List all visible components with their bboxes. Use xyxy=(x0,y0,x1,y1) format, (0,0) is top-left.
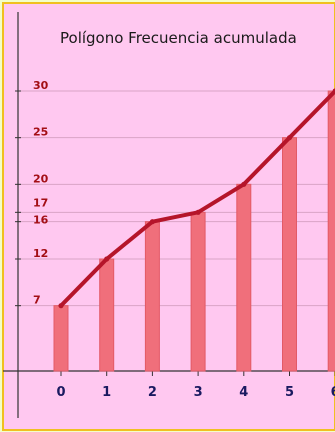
bars xyxy=(53,90,335,372)
x-tick-label-2: 2 xyxy=(148,385,157,400)
y-tick-label-16: 16 xyxy=(33,214,49,227)
polygon-point-2 xyxy=(149,219,155,225)
chart-title: Polígono Frecuencia acumulada xyxy=(60,29,297,47)
x-tick-labels: 0 1 2 3 4 5 6 xyxy=(56,385,335,400)
bar-1 xyxy=(99,258,115,372)
bar-5 xyxy=(282,137,297,372)
x-tick-label-6: 6 xyxy=(331,385,335,400)
y-tick-label-30: 30 xyxy=(33,79,49,92)
x-tick-label-1: 1 xyxy=(102,385,111,400)
bar-4 xyxy=(236,183,252,372)
y-tick-label-17: 17 xyxy=(33,196,48,209)
y-tick-label-7: 7 xyxy=(33,294,41,307)
polygon-point-0 xyxy=(58,303,64,309)
y-tick-label-20: 20 xyxy=(33,172,49,185)
y-tick-label-12: 12 xyxy=(33,247,48,260)
y-tick-label-25: 25 xyxy=(33,126,48,139)
bar-6 xyxy=(327,90,335,372)
polygon-point-1 xyxy=(104,256,110,262)
bar-3 xyxy=(190,211,206,372)
frequency-polygon xyxy=(58,88,335,309)
y-tick-labels: 7 12 16 17 20 25 30 xyxy=(33,79,49,307)
bar-2 xyxy=(144,221,160,372)
polygon-point-4 xyxy=(241,181,247,187)
bar-0 xyxy=(53,305,69,372)
x-tick-label-4: 4 xyxy=(239,385,248,400)
polygon-point-3 xyxy=(195,209,201,215)
polygon-point-6 xyxy=(332,88,335,94)
x-tick-label-3: 3 xyxy=(194,385,203,400)
polygon-point-5 xyxy=(286,135,293,141)
x-tick-label-0: 0 xyxy=(56,385,65,400)
x-tick-label-5: 5 xyxy=(285,385,294,400)
